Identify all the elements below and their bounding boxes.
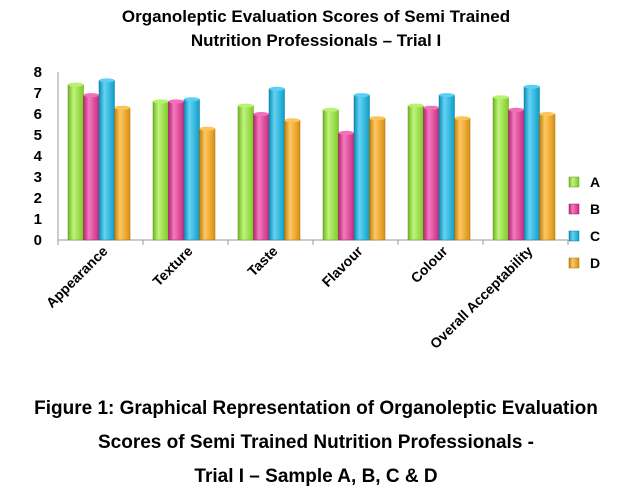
bar-A-overall-acceptability: [492, 96, 509, 241]
bar-C-flavour: [353, 94, 370, 241]
bar-A-taste: [237, 105, 254, 241]
x-category-label: Texture: [149, 243, 195, 289]
bar-D-appearance: [114, 107, 131, 241]
bar-top-cap: [439, 93, 455, 98]
bar-top-cap: [83, 93, 99, 98]
figure-caption-line-3: Trial I – Sample A, B, C & D: [194, 466, 438, 487]
legend-label-A: A: [590, 174, 600, 190]
y-tick-label: 2: [34, 190, 42, 207]
bar-B-texture: [168, 101, 185, 241]
bar-top-cap: [493, 95, 509, 100]
bar-A-colour: [407, 105, 424, 241]
bar-top-cap: [184, 97, 200, 102]
x-category-label: Taste: [244, 243, 281, 280]
y-tick-label: 3: [34, 169, 42, 186]
bar-A-texture: [152, 101, 169, 241]
chart-title-line-2: Nutrition Professionals – Trial I: [190, 31, 442, 50]
x-category-label: Flavour: [319, 242, 366, 289]
y-tick-label: 8: [34, 64, 42, 81]
bar-A-flavour: [322, 109, 339, 241]
legend-label-D: D: [590, 255, 600, 271]
bar-top-cap: [454, 116, 470, 121]
figure-caption-line-1: Figure 1: Graphical Representation of Or…: [34, 398, 598, 419]
bar-top-cap: [153, 99, 169, 104]
bar-top-cap: [253, 112, 269, 116]
bar-B-taste: [253, 113, 270, 241]
bar-top-cap: [423, 105, 439, 110]
y-tick-label: 4: [34, 148, 43, 165]
bar-B-flavour: [338, 132, 355, 241]
bar-top-cap: [68, 82, 84, 87]
bar-C-appearance: [98, 80, 115, 241]
y-tick-label: 0: [34, 232, 42, 249]
bar-top-cap: [199, 126, 215, 131]
bar-D-flavour: [369, 117, 386, 241]
legend-swatch-B: [568, 203, 580, 215]
bar-C-texture: [183, 99, 200, 241]
chart-bars: [67, 78, 556, 241]
chart-axes: [57, 72, 569, 245]
legend-swatch-C: [568, 230, 580, 242]
x-category-label: Appearance: [43, 243, 111, 311]
legend-swatch-A: [568, 176, 580, 188]
bar-top-cap: [323, 107, 339, 112]
bar-top-cap: [99, 78, 115, 83]
bar-top-cap: [168, 99, 184, 104]
y-tick-label: 6: [34, 106, 42, 123]
bar-C-colour: [438, 94, 455, 241]
chart-title-line-1: Organoleptic Evaluation Scores of Semi T…: [121, 7, 511, 26]
bar-D-taste: [284, 120, 301, 241]
bar-D-texture: [199, 128, 216, 241]
bar-top-cap: [338, 130, 354, 135]
x-axis-categories: Appearance Texture Taste Flavour ColourOvera…: [43, 242, 536, 351]
bar-top-cap: [524, 84, 540, 89]
legend-swatch-D: [568, 257, 580, 269]
bar-top-cap: [539, 112, 555, 116]
bar-top-cap: [284, 118, 300, 123]
legend-label-B: B: [590, 201, 600, 217]
bar-B-colour: [423, 107, 440, 241]
legend-label-C: C: [590, 228, 600, 244]
bar-top-cap: [408, 103, 424, 108]
bar-top-cap: [238, 103, 254, 108]
bar-top-cap: [354, 93, 370, 98]
bar-B-appearance: [83, 94, 100, 241]
bar-D-overall-acceptability: [539, 113, 556, 241]
x-category-label: Colour: [407, 242, 451, 286]
figure-caption-line-2: Scores of Semi Trained Nutrition Profess…: [97, 432, 535, 453]
bar-chart: 0 1 2 3 4 5 6 7 8 Appearance Texture Taste Flavour C…: [34, 64, 600, 352]
y-tick-label: 5: [34, 127, 42, 144]
bar-D-colour: [454, 117, 471, 241]
y-tick-label: 1: [34, 211, 42, 228]
y-axis-ticks: 0 1 2 3 4 5 6 7 8: [34, 64, 43, 249]
bar-top-cap: [508, 107, 524, 112]
y-tick-label: 7: [34, 85, 42, 102]
bar-top-cap: [114, 105, 130, 110]
bar-B-overall-acceptability: [508, 109, 525, 241]
bar-C-taste: [268, 88, 285, 241]
bar-top-cap: [269, 86, 285, 91]
bar-A-appearance: [67, 84, 84, 241]
bar-top-cap: [369, 116, 385, 121]
bar-C-overall-acceptability: [523, 86, 540, 241]
